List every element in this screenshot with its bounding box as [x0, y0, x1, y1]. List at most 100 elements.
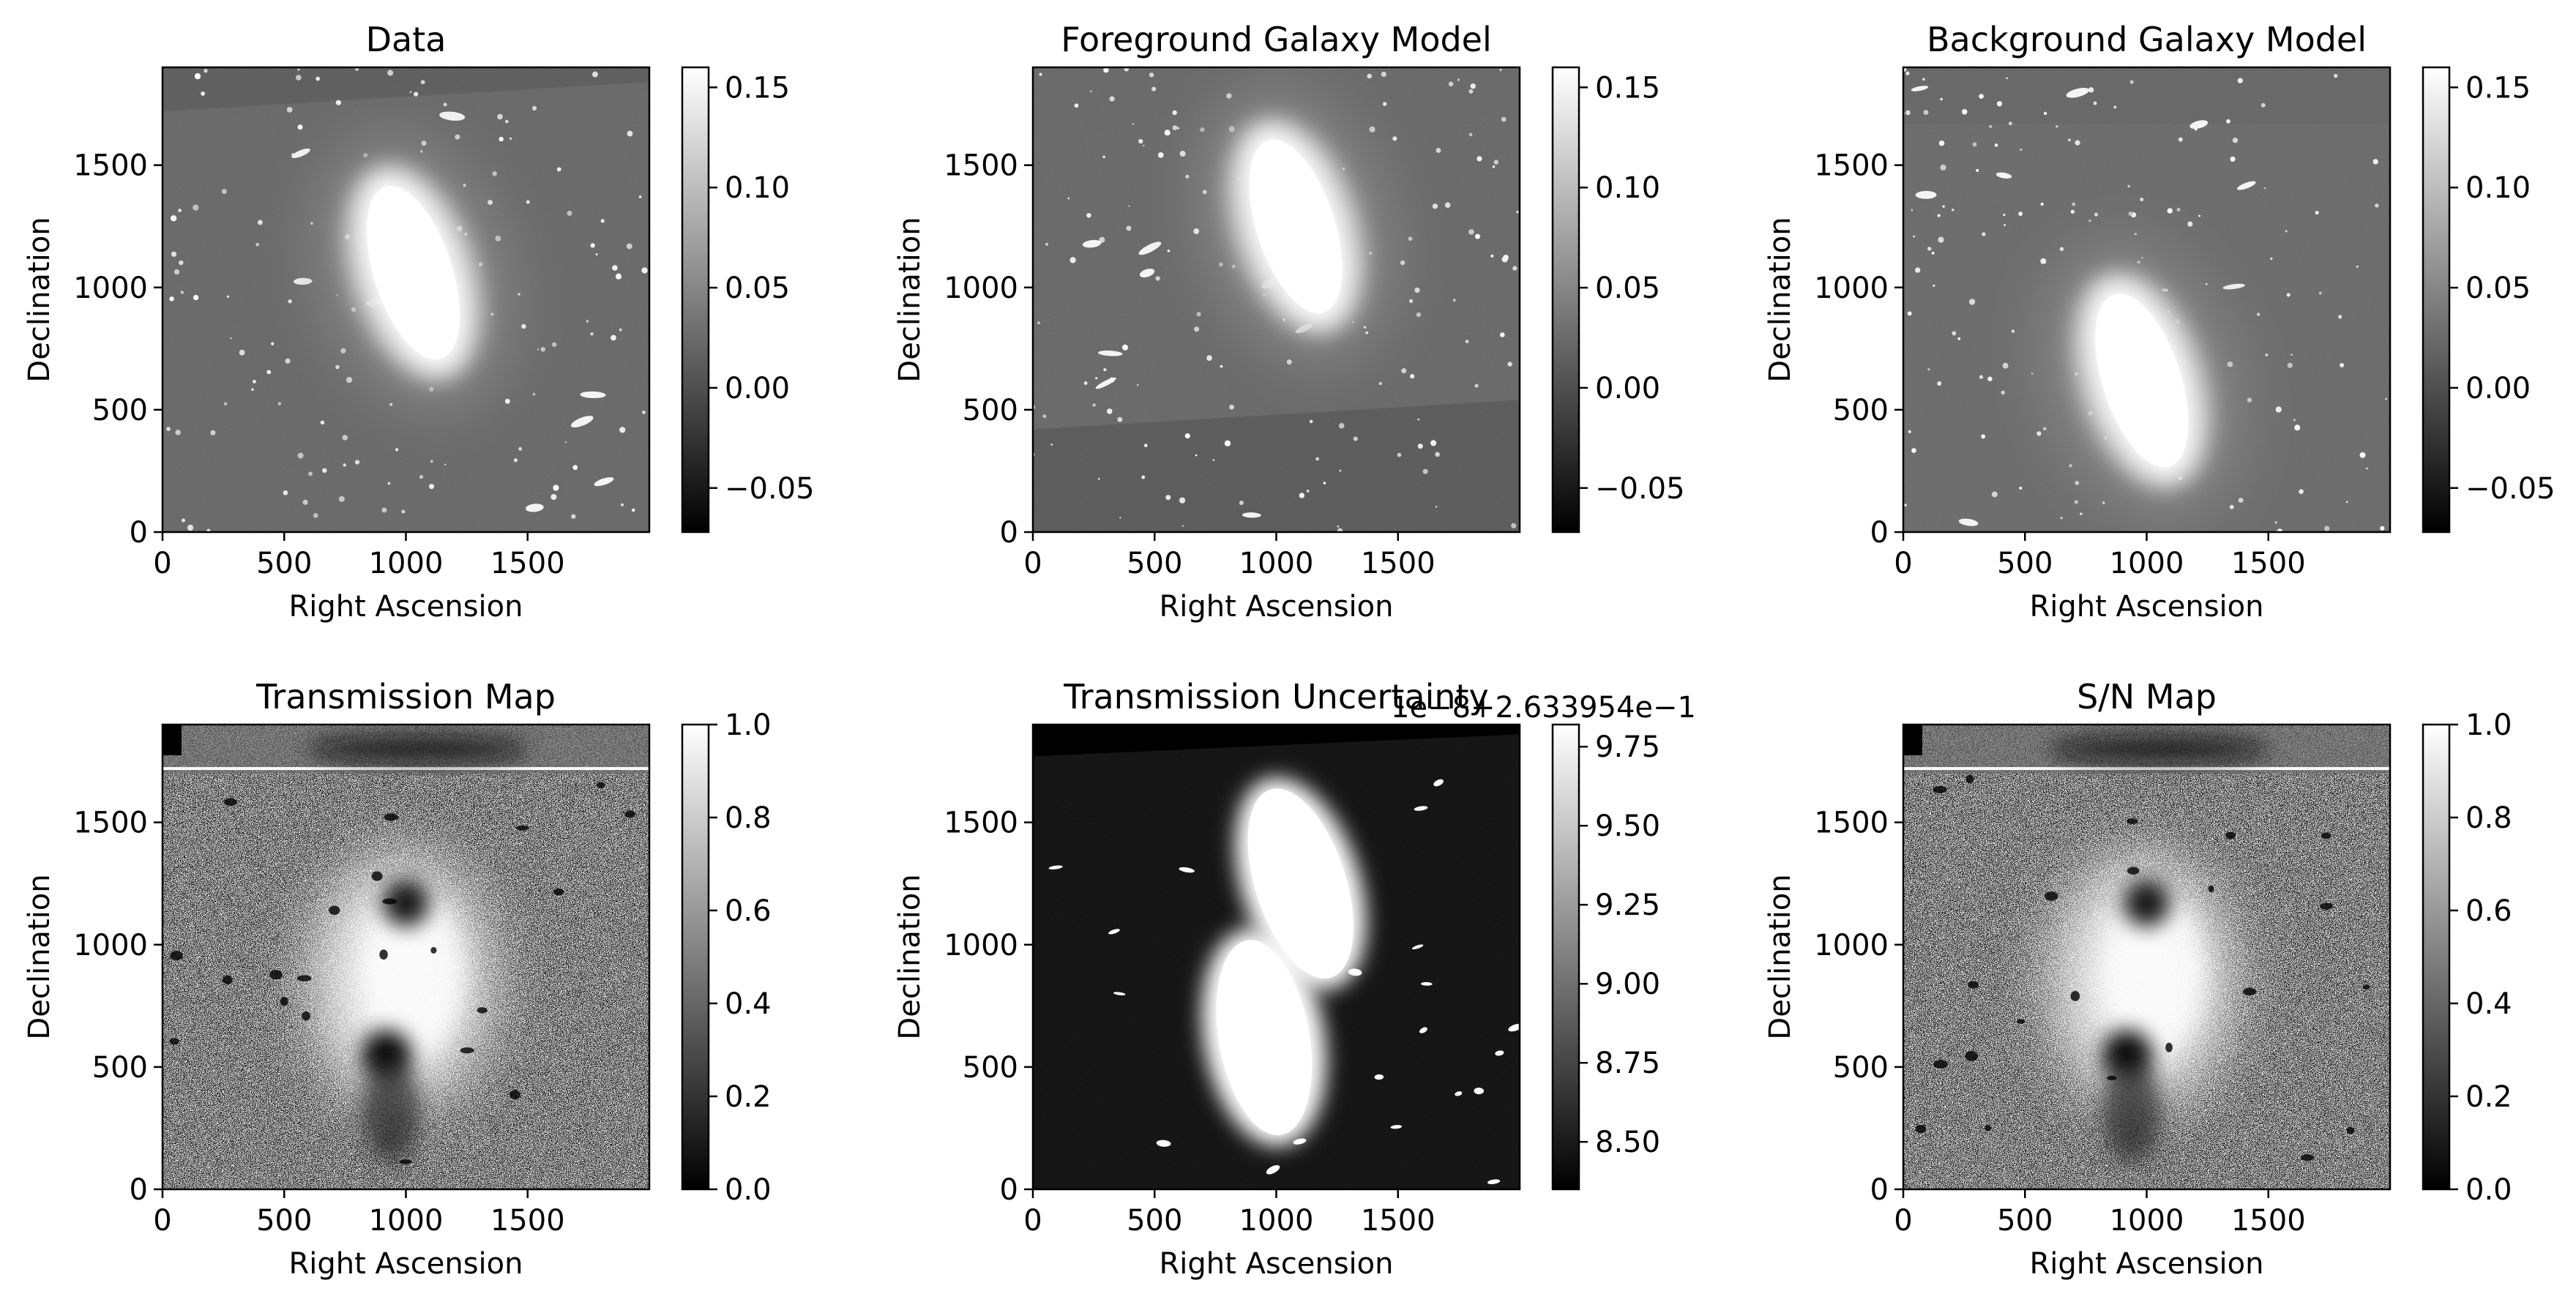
x-tick-label: 1500: [2231, 547, 2306, 580]
y-tick-label: 1000: [1814, 272, 1889, 305]
x-tick-label: 1500: [1361, 1204, 1436, 1238]
colorbar-tick-label: 0.2: [725, 1080, 772, 1114]
colorbar: 0.15 0.10 0.05 0.00 −0.05: [1551, 66, 1685, 534]
x-tick-label: 500: [1997, 1204, 2053, 1238]
colorbar-tick-label: 0.05: [2465, 272, 2531, 305]
y-tick-label: 1000: [1814, 929, 1889, 962]
x-tick-label: 1000: [1239, 1204, 1314, 1238]
panel-title: Foreground Galaxy Model: [1061, 20, 1492, 59]
colorbar-tick-label: 8.50: [1595, 1126, 1660, 1159]
y-axis-label: Declination: [1763, 217, 1797, 382]
colorbar-tick-label: 0.8: [2465, 801, 2512, 835]
y-tick-label: 1500: [944, 149, 1018, 183]
panel-title: Data: [366, 20, 447, 59]
colorbar: 1.0 0.8 0.6 0.4 0.2 0.0: [2422, 708, 2512, 1207]
x-tick-label: 0: [153, 547, 171, 580]
y-tick-label: 500: [963, 1051, 1018, 1085]
y-tick-label: 1500: [1814, 807, 1889, 840]
x-tick-label: 1500: [490, 1204, 565, 1238]
y-axis-label: Declination: [23, 874, 56, 1039]
colorbar-tick-label: 1.0: [725, 708, 772, 742]
colorbar-tick-label: 9.00: [1595, 968, 1660, 1001]
colorbar: 0.15 0.10 0.05 0.00 −0.05: [2422, 66, 2556, 534]
panel-title: Background Galaxy Model: [1927, 20, 2367, 59]
colorbar-tick-label: 9.50: [1595, 809, 1660, 843]
y-axis-label: Declination: [1763, 874, 1797, 1039]
x-tick-label: 0: [1894, 1204, 1912, 1238]
x-tick-label: 1000: [369, 547, 444, 580]
x-tick-label: 500: [1997, 547, 2053, 580]
colorbar-tick-label: 0.10: [2465, 171, 2531, 205]
x-tick-label: 500: [1127, 1204, 1182, 1238]
x-axis-label: Right Ascension: [1160, 1247, 1394, 1281]
x-axis-label: Right Ascension: [1160, 590, 1394, 624]
colorbar-tick-label: 1.0: [2465, 708, 2512, 742]
x-tick-label: 500: [256, 547, 312, 580]
x-tick-label: 1000: [369, 1204, 444, 1238]
colorbar-tick-label: 0.00: [725, 372, 790, 405]
y-axis-label: Declination: [893, 874, 927, 1039]
image-area: [1033, 725, 1520, 1189]
y-tick-label: 500: [963, 394, 1018, 427]
image-area: [1903, 67, 2390, 532]
y-tick-label: 0: [1870, 516, 1889, 550]
y-tick-label: 1000: [944, 272, 1018, 305]
colorbar-tick-label: 9.25: [1595, 888, 1660, 922]
panels-root: 0 500 1000 1500 0 500 1000 1500 Data Right Ascens…: [23, 20, 2556, 1281]
colorbar-tick-label: 0.10: [1595, 171, 1660, 205]
y-tick-label: 500: [92, 1051, 148, 1085]
y-tick-label: 0: [1870, 1173, 1889, 1207]
x-tick-label: 500: [1127, 547, 1182, 580]
colorbar-tick-label: 0.15: [1595, 71, 1660, 105]
x-axis-label: Right Ascension: [289, 590, 523, 624]
panel-3: 0 500 1000 1500 0 500 1000 1500 Background Galax…: [1763, 20, 2556, 624]
colorbar-tick-label: 0.0: [725, 1173, 772, 1207]
colorbar-tick-label: 0.8: [725, 801, 772, 835]
panel-2: 0 500 1000 1500 0 500 1000 1500 Foreground Galax…: [893, 20, 1685, 624]
panel-title: Transmission Uncertainty: [1063, 677, 1489, 717]
colorbar: 9.75 9.50 9.25 9.00 8.75 8.50 1e−8+2.633954e−1: [1391, 691, 1696, 1191]
colorbar-tick-label: 0.00: [1595, 372, 1660, 405]
panel-title: S/N Map: [2077, 677, 2217, 717]
y-tick-label: 1500: [73, 807, 148, 840]
y-tick-label: 1500: [1814, 149, 1889, 183]
colorbar-tick-label: 0.4: [725, 987, 772, 1021]
image-area: [163, 67, 649, 532]
y-tick-label: 0: [1000, 1173, 1018, 1207]
y-tick-label: 1000: [944, 929, 1018, 962]
panel-title: Transmission Map: [255, 677, 556, 717]
panel-4: 0 500 1000 1500 0 500 1000 1500 Transmission Map…: [23, 677, 772, 1281]
y-tick-label: 1500: [944, 807, 1018, 840]
colorbar-tick-label: 0.15: [2465, 71, 2531, 105]
y-tick-label: 1500: [73, 149, 148, 183]
y-axis-label: Declination: [893, 217, 927, 382]
x-tick-label: 1500: [2231, 1204, 2306, 1238]
y-tick-label: 500: [92, 394, 148, 427]
x-tick-label: 1500: [490, 547, 565, 580]
x-axis-label: Right Ascension: [2030, 590, 2264, 624]
image-area: [1903, 725, 2390, 1189]
x-tick-label: 1000: [1239, 547, 1314, 580]
x-tick-label: 500: [256, 1204, 312, 1238]
colorbar-tick-label: 0.10: [725, 171, 790, 205]
y-tick-label: 1000: [73, 272, 148, 305]
colorbar-tick-label: 0.0: [2465, 1173, 2512, 1207]
y-tick-label: 1000: [73, 929, 148, 962]
image-area: [1033, 67, 1520, 532]
colorbar-tick-label: 8.75: [1595, 1047, 1660, 1080]
colorbar-tick-label: −0.05: [2465, 472, 2556, 506]
panel-5: 0 500 1000 1500 0 500 1000 1500 Transmission Unc…: [893, 677, 1696, 1281]
x-axis-label: Right Ascension: [289, 1247, 523, 1281]
x-tick-label: 1000: [2110, 1204, 2184, 1238]
colorbar: 1.0 0.8 0.6 0.4 0.2 0.0: [681, 708, 772, 1207]
panel-1: 0 500 1000 1500 0 500 1000 1500 Data Right Ascens…: [23, 20, 815, 624]
colorbar: 0.15 0.10 0.05 0.00 −0.05: [681, 66, 815, 534]
y-tick-label: 500: [1833, 1051, 1889, 1085]
colorbar-tick-label: −0.05: [725, 472, 815, 506]
colorbar-tick-label: 0.05: [725, 272, 790, 305]
colorbar-tick-label: 0.2: [2465, 1080, 2512, 1114]
y-tick-label: 500: [1833, 394, 1889, 427]
colorbar-tick-label: 0.00: [2465, 372, 2531, 405]
x-tick-label: 0: [1894, 547, 1912, 580]
